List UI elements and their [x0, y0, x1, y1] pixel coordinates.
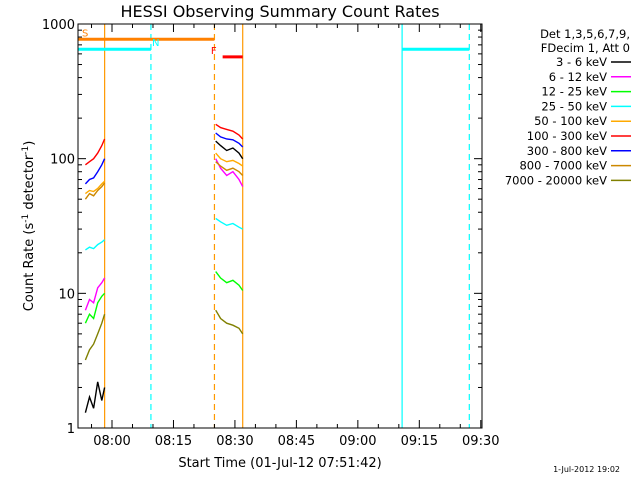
legend-label-8: 7000 - 20000 keV	[505, 173, 607, 187]
series-lines	[84, 123, 244, 413]
y-axis-ticks: 1 10 100 1000	[42, 18, 482, 437]
x-tick-label-4: 09:00	[339, 434, 376, 449]
y-label-part-0: Count Rate (s	[22, 223, 37, 312]
legend-label-2: 12 - 25 keV	[541, 85, 607, 99]
x-tick-label-1: 08:15	[155, 434, 192, 449]
series-5-segment-1	[215, 123, 244, 140]
y-tick-label-2: 100	[50, 153, 75, 168]
series-0-segment-0	[84, 381, 106, 413]
series-0-segment-1	[215, 140, 244, 160]
y-tick-label-0: 1	[67, 422, 75, 437]
y-tick-label-3: 1000	[42, 18, 75, 33]
flag-label-1: N	[152, 38, 159, 49]
timestamp: 1-Jul-2012 19:02	[553, 465, 620, 474]
legend-label-1: 6 - 12 keV	[549, 70, 607, 84]
series-2-segment-0	[84, 292, 106, 324]
x-tick-label-3: 08:45	[278, 434, 315, 449]
x-tick-label-5: 09:15	[401, 434, 438, 449]
legend-label-7: 800 - 7000 keV	[519, 159, 607, 173]
legend-header-1: FDecim 1, Att 0	[541, 41, 630, 55]
y-tick-label-1: 10	[58, 287, 75, 302]
series-1-segment-0	[84, 277, 106, 311]
legend-label-0: 3 - 6 keV	[556, 55, 607, 69]
legend-label-6: 300 - 800 keV	[527, 144, 607, 158]
x-tick-label-6: 09:30	[462, 434, 499, 449]
legend-label-5: 100 - 300 keV	[527, 129, 607, 143]
flag-label-0: S	[82, 28, 88, 39]
series-5-segment-0	[84, 138, 106, 166]
series-4-segment-1	[215, 152, 244, 167]
legend-header-0: Det 1,3,5,6,7,9,	[540, 27, 630, 41]
series-3-segment-0	[85, 239, 106, 251]
series-7-segment-0	[84, 182, 106, 200]
series-2-segment-1	[215, 271, 244, 291]
y-label-part-2: detector	[22, 154, 37, 214]
x-axis-label: Start Time (01-Jul-12 07:51:42)	[178, 456, 381, 471]
y-label-part-3: -1	[21, 146, 31, 155]
series-4-segment-0	[84, 180, 106, 195]
series-1-segment-1	[215, 158, 244, 187]
series-8-segment-1	[215, 309, 244, 335]
y-axis-label: Count Rate (s-1 detector-1)	[21, 141, 37, 312]
x-axis-ticks: 08:00 08:15 08:30 08:45 09:00 09:15 09:30	[91, 24, 500, 449]
series-6-segment-1	[215, 132, 244, 148]
legend: Det 1,3,5,6,7,9,FDecim 1, Att 03 - 6 keV…	[505, 27, 631, 187]
flag-label-3: F	[211, 46, 217, 57]
legend-label-4: 50 - 100 keV	[534, 114, 607, 128]
series-8-segment-0	[84, 313, 106, 361]
chart-title: HESSI Observing Summary Count Rates	[120, 2, 439, 21]
series-7-segment-1	[215, 161, 244, 176]
plot-frame	[77, 23, 483, 429]
data-gap-lines	[104, 24, 470, 428]
flag-bars: S N F	[78, 28, 470, 59]
series-6-segment-0	[84, 158, 106, 185]
y-label-part-1: -1	[21, 214, 31, 223]
y-label-part-4: )	[22, 141, 37, 146]
legend-label-3: 25 - 50 keV	[541, 99, 607, 113]
x-tick-label-0: 08:00	[93, 434, 130, 449]
x-tick-label-2: 08:30	[216, 434, 253, 449]
series-3-segment-1	[215, 217, 244, 230]
